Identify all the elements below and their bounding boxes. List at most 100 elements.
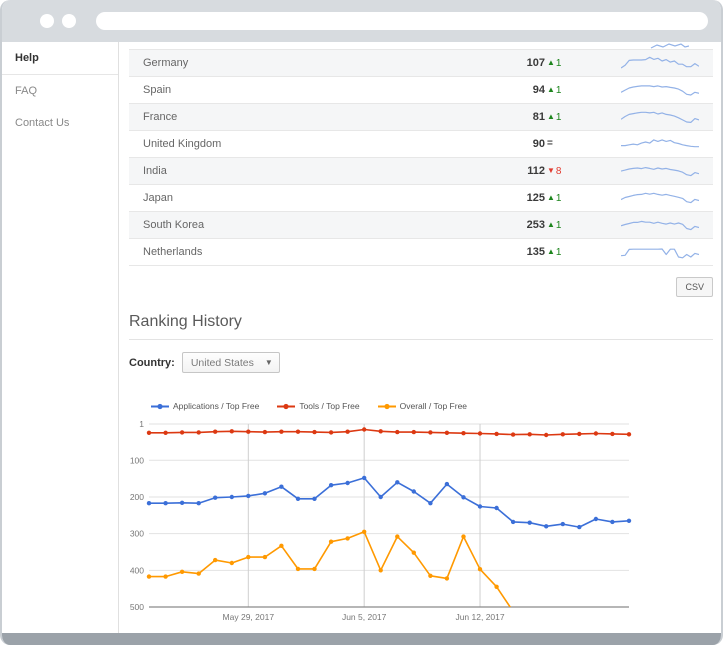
chart-legend: Applications / Top Free Tools / Top Free O… [151,401,713,411]
rank-sparkline [621,161,699,181]
table-row[interactable]: Japan125▲1 [129,185,713,212]
address-bar[interactable] [96,12,708,30]
rank-change-value: 1 [556,58,562,69]
country-name: Netherlands [143,246,495,258]
rank-sparkline [621,242,699,262]
window-button-icon[interactable] [62,14,76,28]
rank-change-value: 8 [556,166,562,177]
window-bottom-frame [2,633,721,645]
legend-label: Tools / Top Free [299,401,359,411]
country-name: Spain [143,84,495,96]
svg-text:300: 300 [130,529,144,539]
browser-chrome [2,0,721,42]
rank-sparkline [621,215,699,235]
legend-label: Overall / Top Free [400,401,467,411]
svg-text:200: 200 [130,492,144,502]
partial-sparkline [613,43,689,49]
legend-item[interactable]: Applications / Top Free [151,401,259,411]
page-body: HelpFAQContact Us Germany107▲1Spain94▲1F… [2,42,721,633]
sidebar-item-help[interactable]: Help [2,42,118,75]
rank-change: ▲1 [547,247,567,258]
rank-value: 107 [527,57,545,69]
ranking-history-chart: 1100200300400500May 29, 2017Jun 5, 2017J… [129,415,713,633]
rank-cell: 94▲1 [495,84,567,96]
rank-value: 94 [533,84,545,96]
rank-cell: 90= [495,138,567,150]
window-button-icon[interactable] [40,14,54,28]
rank-cell: 253▲1 [495,219,567,231]
legend-marker-icon [151,403,169,410]
svg-text:400: 400 [130,565,144,575]
svg-text:100: 100 [130,455,144,465]
rank-cell: 135▲1 [495,246,567,258]
legend-item[interactable]: Overall / Top Free [378,401,467,411]
arrow-up-icon: ▲ [547,221,555,229]
arrow-up-icon: ▲ [547,113,555,121]
table-row[interactable]: Germany 107▲1 [129,50,713,77]
rank-change: ▲1 [547,85,567,96]
country-rank-table: Germany107▲1Spain94▲1France81▲1United Ki… [129,49,713,266]
chevron-down-icon: ▼ [265,358,273,367]
rank-cell: 125▲1 [495,192,567,204]
rank-sparkline [621,53,699,73]
rank-cell: 112▼8 [495,165,567,177]
rank-value: 135 [527,246,545,258]
country-select-value: United States [191,357,254,369]
arrow-up-icon: ▲ [547,59,555,67]
csv-export-button[interactable]: CSV [676,277,713,297]
legend-marker-icon [378,403,396,410]
rank-value: 81 [533,111,545,123]
table-row[interactable]: Netherlands135▲1 [129,239,713,266]
svg-text:May 29, 2017: May 29, 2017 [223,612,275,622]
arrow-up-icon: ▲ [547,194,555,202]
country-name: Germany [143,57,495,69]
country-name: France [143,111,495,123]
svg-text:Jun 12, 2017: Jun 12, 2017 [455,612,504,622]
rank-sparkline [621,107,699,127]
sidebar-item-faq[interactable]: FAQ [2,75,118,107]
svg-text:1: 1 [139,419,144,429]
rank-change: ▲1 [547,112,567,123]
sidebar-item-contact-us[interactable]: Contact Us [2,107,118,139]
country-label: Country: [129,357,175,369]
csv-row: CSV [129,277,713,297]
table-row[interactable]: Spain94▲1 [129,77,713,104]
table-row[interactable]: South Korea253▲1 [129,212,713,239]
rank-cell: 81▲1 [495,111,567,123]
rank-change: ▲1 [547,193,567,204]
equals-icon: = [547,139,553,149]
table-row[interactable]: India112▼8 [129,158,713,185]
table-row[interactable]: United Kingdom90= [129,131,713,158]
rank-change: ▲1 [547,220,567,231]
country-name: United Kingdom [143,138,495,150]
arrow-up-icon: ▲ [547,86,555,94]
legend-label: Applications / Top Free [173,401,259,411]
chart-canvas: 1100200300400500May 29, 2017Jun 5, 2017J… [129,415,714,631]
table-row[interactable]: France81▲1 [129,104,713,131]
rank-change-value: 1 [556,112,562,123]
rank-value: 90 [533,138,545,150]
svg-text:500: 500 [130,602,144,612]
country-name: India [143,165,495,177]
country-name: Japan [143,192,495,204]
rank-sparkline [621,134,699,154]
arrow-up-icon: ▲ [547,248,555,256]
rank-change: = [547,139,567,149]
rank-value: 125 [527,192,545,204]
rank-sparkline [621,188,699,208]
legend-marker-icon [277,403,295,410]
country-filter-row: Country: United States ▼ [129,352,713,373]
section-title: Ranking History [129,313,713,340]
rank-change: ▼8 [547,166,567,177]
rank-value: 112 [527,165,545,177]
main-content: Germany107▲1Spain94▲1France81▲1United Ki… [119,42,721,633]
rank-change: ▲1 [547,58,567,69]
rank-change-value: 1 [556,193,562,204]
country-select[interactable]: United States ▼ [182,352,280,373]
browser-window: HelpFAQContact Us Germany107▲1Spain94▲1F… [0,0,723,645]
legend-item[interactable]: Tools / Top Free [277,401,359,411]
rank-change-value: 1 [556,247,562,258]
sidebar: HelpFAQContact Us [2,42,119,633]
rank-change-value: 1 [556,220,562,231]
arrow-down-icon: ▼ [547,167,555,175]
